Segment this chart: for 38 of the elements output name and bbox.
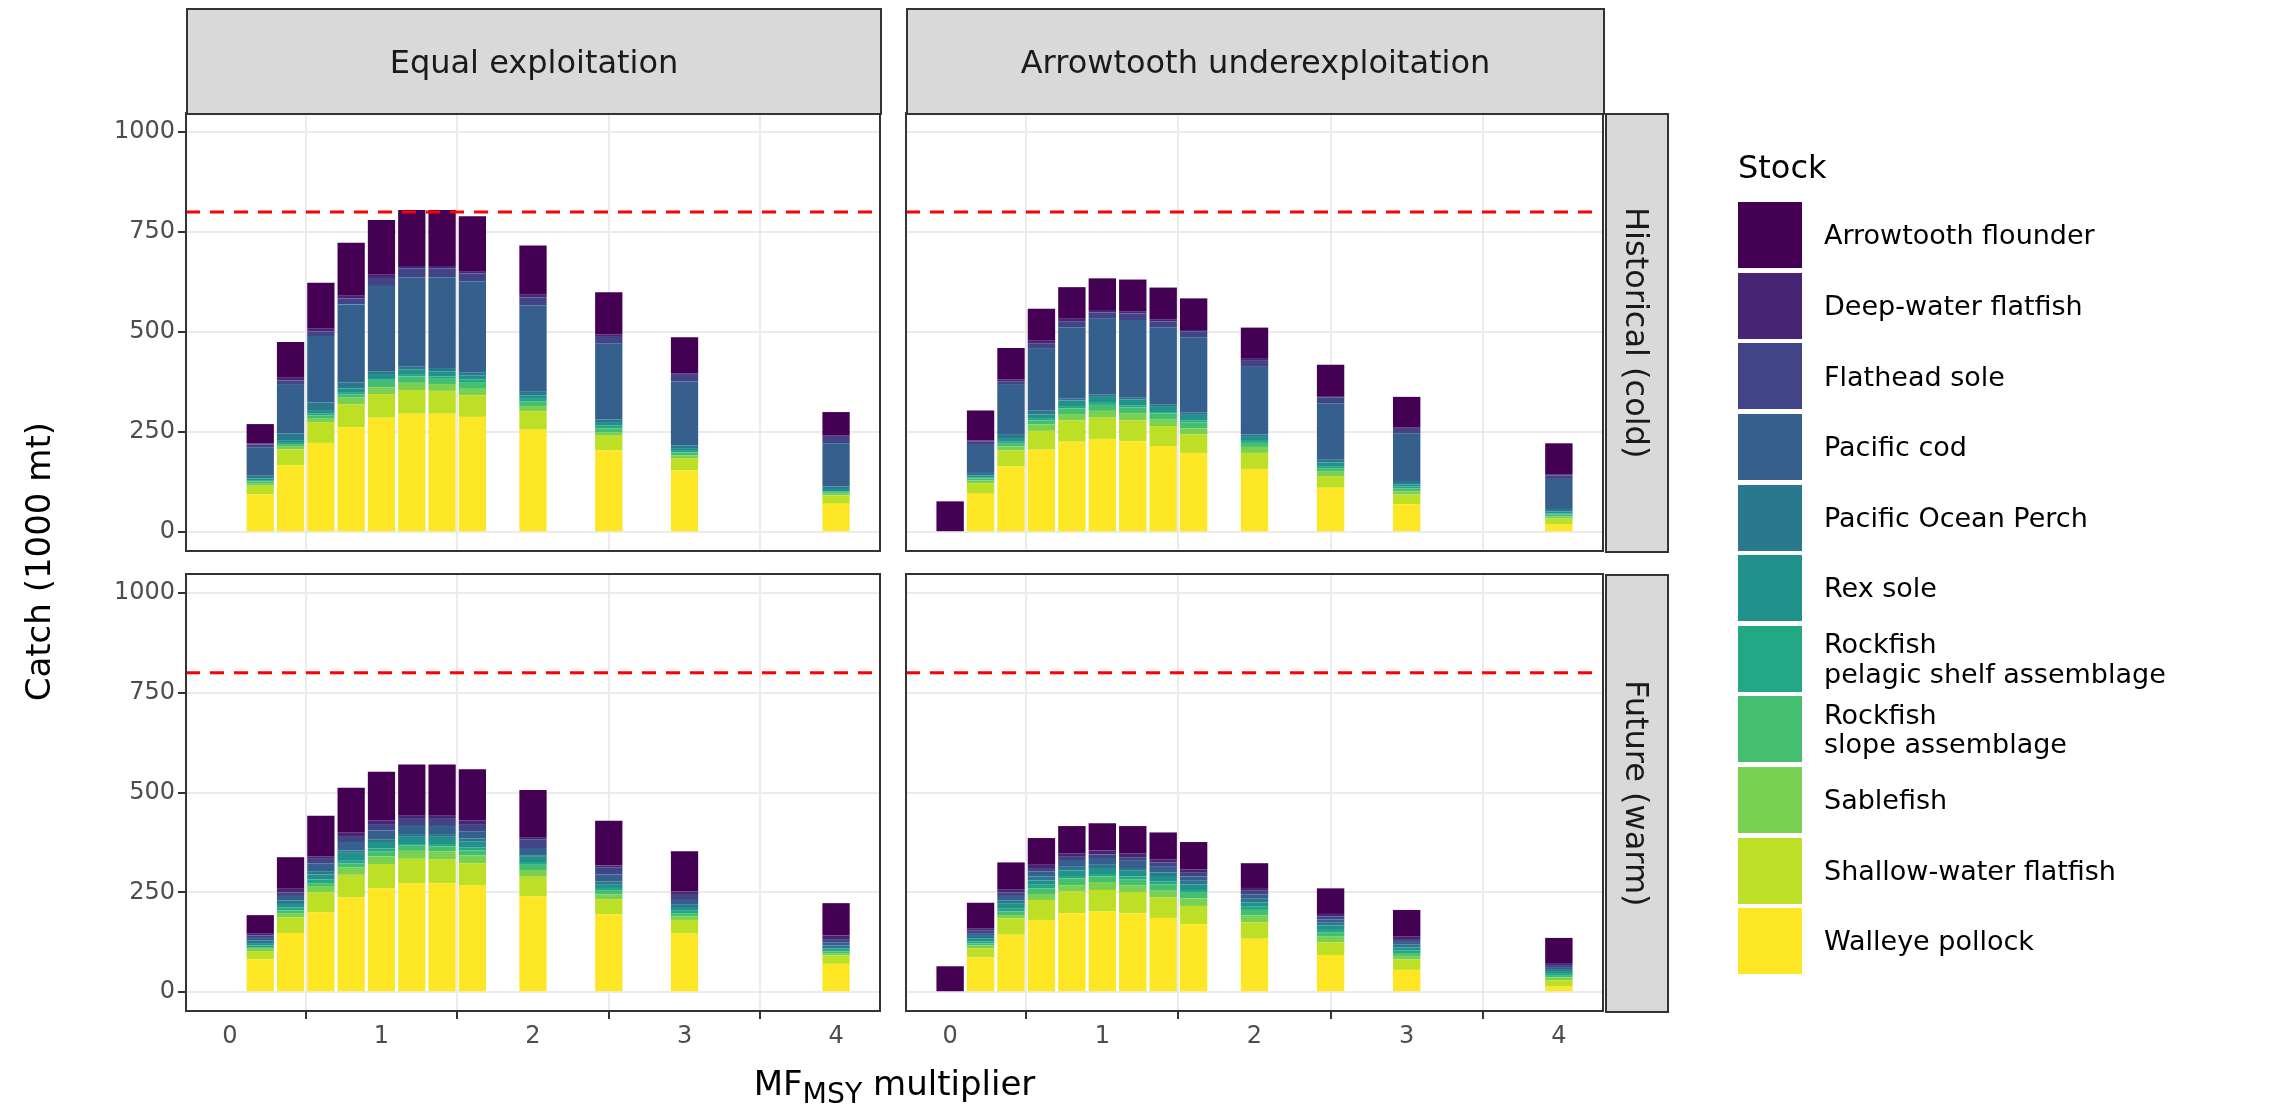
y-tick-label: 500 bbox=[129, 316, 175, 345]
text: Flathead sole bbox=[1824, 360, 2005, 392]
text: Rockfish slope assemblage bbox=[1824, 698, 2067, 760]
facet-strip: Arrowtooth underexploitation bbox=[906, 8, 1605, 115]
facet-strip: Equal exploitation bbox=[186, 8, 882, 115]
legend-title: Stock bbox=[1738, 148, 1828, 186]
y-tick-label: 750 bbox=[129, 216, 175, 245]
text: Walleye pollock bbox=[1824, 925, 2034, 957]
x-tick-label: 3 bbox=[676, 1020, 693, 1049]
text: Pacific cod bbox=[1824, 431, 1967, 463]
x-tick-label: 2 bbox=[525, 1020, 541, 1049]
x-tick-label: 0 bbox=[222, 1020, 238, 1049]
y-tick-label: 1000 bbox=[113, 577, 175, 606]
text: Rex sole bbox=[1824, 572, 1937, 604]
y-tick-label: 0 bbox=[159, 516, 175, 545]
facet-strip: Future (warm) bbox=[1605, 574, 1669, 1013]
y-tick-label: 1000 bbox=[113, 116, 175, 145]
y-tick-label: 250 bbox=[129, 876, 175, 905]
y-axis-title: Catch (1000 mt) bbox=[18, 422, 58, 702]
x-tick-label: 3 bbox=[1399, 1020, 1415, 1049]
text: Pacific Ocean Perch bbox=[1824, 501, 2088, 533]
x-tick-label: 1 bbox=[1094, 1020, 1110, 1049]
y-tick-label: 0 bbox=[159, 976, 175, 1005]
y-tick-label: 750 bbox=[129, 676, 175, 705]
x-tick-label: 4 bbox=[828, 1020, 844, 1049]
text: Deep-water flatfish bbox=[1824, 290, 2083, 322]
text: Shallow-water flatfish bbox=[1824, 854, 2116, 886]
y-tick-label: 500 bbox=[129, 776, 175, 805]
text: Arrowtooth flounder bbox=[1824, 219, 2095, 251]
x-tick-label: 2 bbox=[1246, 1020, 1263, 1049]
text: Sablefish bbox=[1824, 784, 1948, 816]
x-tick-label: 1 bbox=[373, 1020, 390, 1049]
facet-strip: Historical (cold) bbox=[1605, 113, 1669, 553]
y-tick-label: 250 bbox=[129, 416, 175, 445]
x-axis-title: MF$_{MSY}$ multiplier bbox=[752, 1063, 1037, 1110]
x-tick-label: 4 bbox=[1551, 1020, 1567, 1049]
text: Rockfish pelagic shelf assemblage bbox=[1824, 628, 2166, 689]
x-tick-label: 0 bbox=[942, 1020, 958, 1049]
